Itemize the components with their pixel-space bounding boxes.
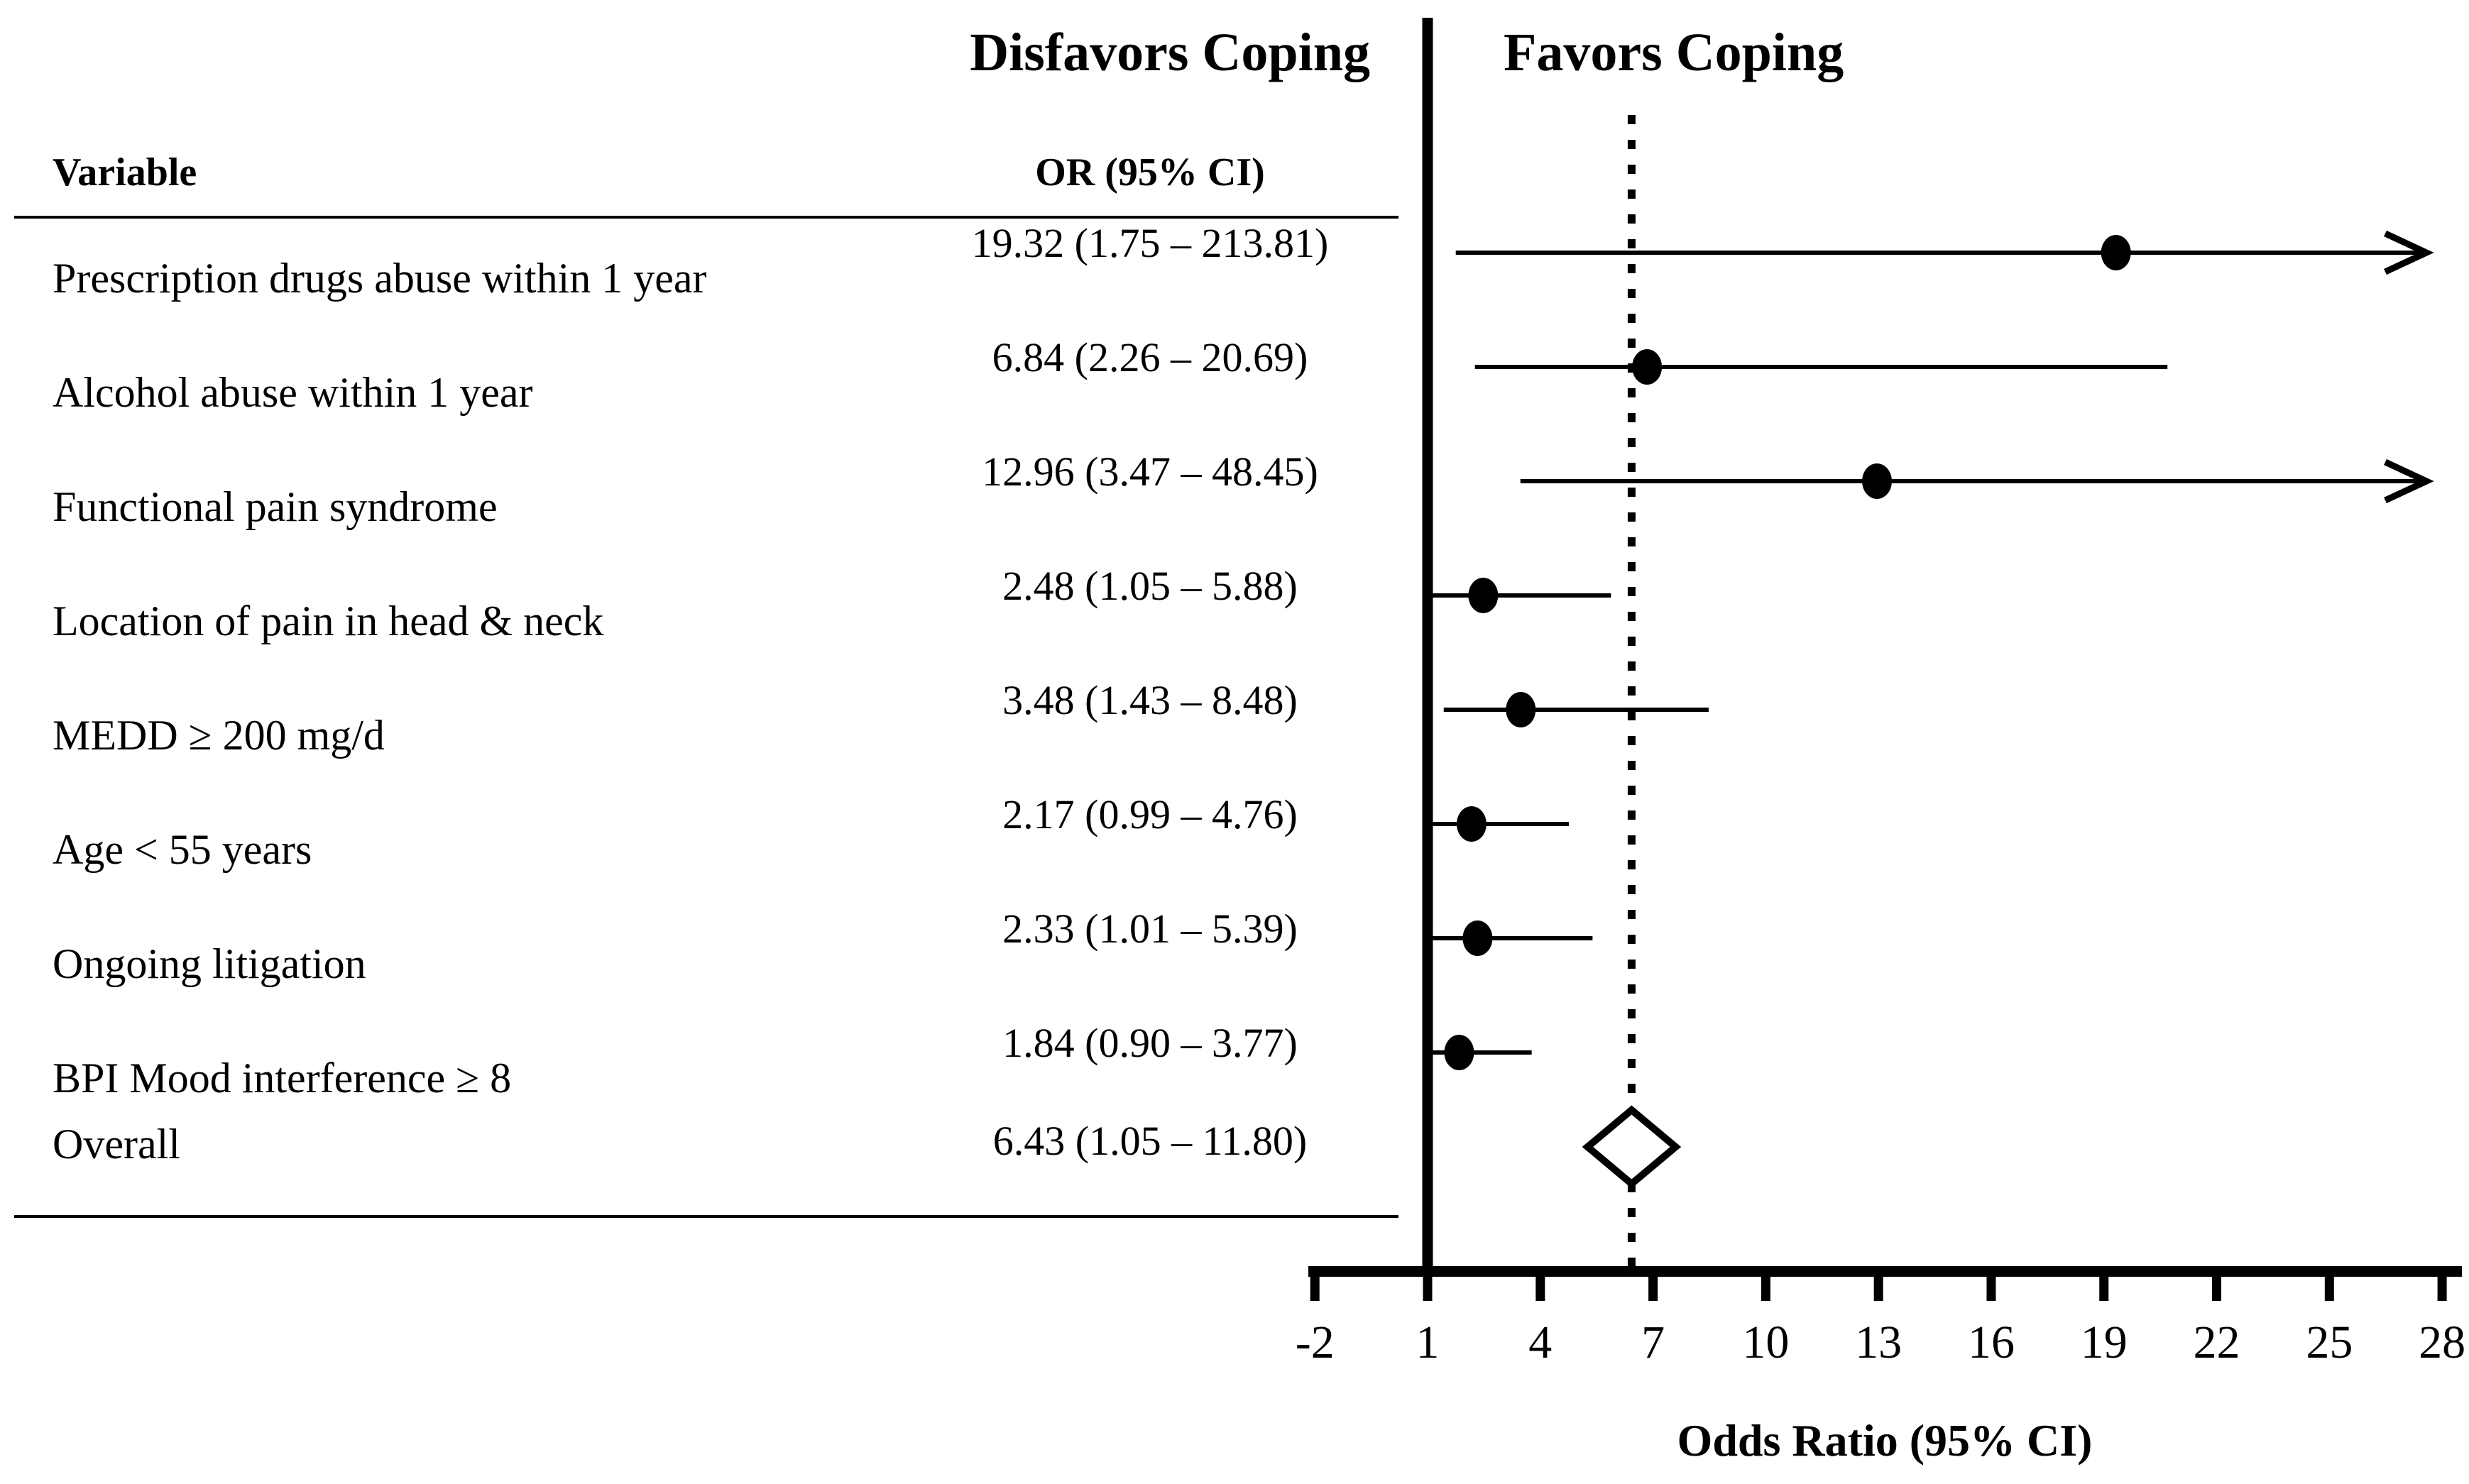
overall-diamond [1582, 1105, 1682, 1189]
row-or-ci-value: 1.84 (0.90 – 3.77) [1002, 1020, 1298, 1066]
x-axis-tick [2437, 1266, 2447, 1301]
region-label-disfavors: Disfavors Coping [970, 23, 1370, 82]
x-axis-tick-label: 13 [1855, 1317, 1903, 1368]
x-axis-tick [1873, 1266, 1883, 1301]
row-variable-label: Functional pain syndrome [53, 483, 498, 530]
x-axis-tick [1535, 1266, 1545, 1301]
x-axis-tick [1761, 1266, 1770, 1301]
or-point [1468, 578, 1499, 613]
ci-arrow-right [2384, 230, 2434, 275]
row-or-ci-value: 6.43 (1.05 – 11.80) [992, 1118, 1308, 1164]
x-axis-tick-label: 7 [1641, 1317, 1665, 1368]
x-axis-bar [1308, 1266, 2462, 1277]
x-axis-tick-label: 4 [1528, 1317, 1553, 1368]
x-axis-tick [2212, 1266, 2222, 1301]
x-axis-tick-label: 28 [2419, 1317, 2466, 1368]
row-or-ci-value: 2.33 (1.01 – 5.39) [1002, 906, 1298, 952]
x-axis-tick-label: 16 [1967, 1317, 2015, 1368]
x-axis-tick-label: 22 [2193, 1317, 2240, 1368]
x-axis-tick [1986, 1266, 1996, 1301]
or-point [1632, 349, 1663, 385]
row-variable-label: MEDD ≥ 200 mg/d [53, 712, 385, 759]
row-or-ci-value: 19.32 (1.75 – 213.81) [971, 220, 1329, 266]
row-variable-label: Alcohol abuse within 1 year [53, 369, 533, 416]
row-variable-label: Location of pain in head & neck [53, 598, 604, 644]
row-variable-label: Age < 55 years [53, 826, 312, 873]
or-point [1506, 692, 1536, 727]
table-bottom-rule [14, 1215, 1398, 1218]
row-or-ci-value: 2.48 (1.05 – 5.88) [1002, 563, 1298, 609]
x-axis-tick-label: 19 [2080, 1317, 2128, 1368]
row-or-ci-value: 3.48 (1.43 – 8.48) [1002, 677, 1298, 723]
x-axis-tick [2324, 1266, 2334, 1301]
row-variable-label: Prescription drugs abuse within 1 year [53, 255, 707, 302]
or-point [1456, 806, 1487, 842]
x-axis-tick [1648, 1266, 1658, 1301]
column-header-variable: Variable [53, 150, 197, 194]
x-axis-tick [2099, 1266, 2109, 1301]
row-variable-label: Overall [53, 1121, 180, 1167]
x-axis-tick [1310, 1266, 1320, 1301]
row-or-ci-value: 2.17 (0.99 – 4.76) [1002, 791, 1298, 837]
x-axis-tick-label: -2 [1295, 1317, 1335, 1368]
region-label-favors: Favors Coping [1504, 23, 1844, 82]
table-header-rule [14, 216, 1398, 219]
x-axis-title: Odds Ratio (95% CI) [1677, 1415, 2093, 1466]
or-point [1462, 920, 1493, 956]
or-point [2101, 235, 2131, 270]
x-axis-tick-label: 1 [1416, 1317, 1440, 1368]
x-axis-tick-label: 10 [1742, 1317, 1790, 1368]
row-variable-label: BPI Mood interference ≥ 8 [53, 1055, 512, 1101]
column-header-or: OR (95% CI) [1035, 150, 1265, 194]
row-variable-label: Ongoing litigation [53, 940, 366, 987]
or-point [1862, 463, 1893, 499]
or-point [1444, 1035, 1474, 1070]
x-axis-tick [1423, 1266, 1433, 1301]
ci-arrow-right [2384, 458, 2434, 504]
x-axis-tick-label: 25 [2306, 1317, 2353, 1368]
row-or-ci-value: 6.84 (2.26 – 20.69) [992, 334, 1308, 380]
row-or-ci-value: 12.96 (3.47 – 48.45) [982, 449, 1318, 495]
